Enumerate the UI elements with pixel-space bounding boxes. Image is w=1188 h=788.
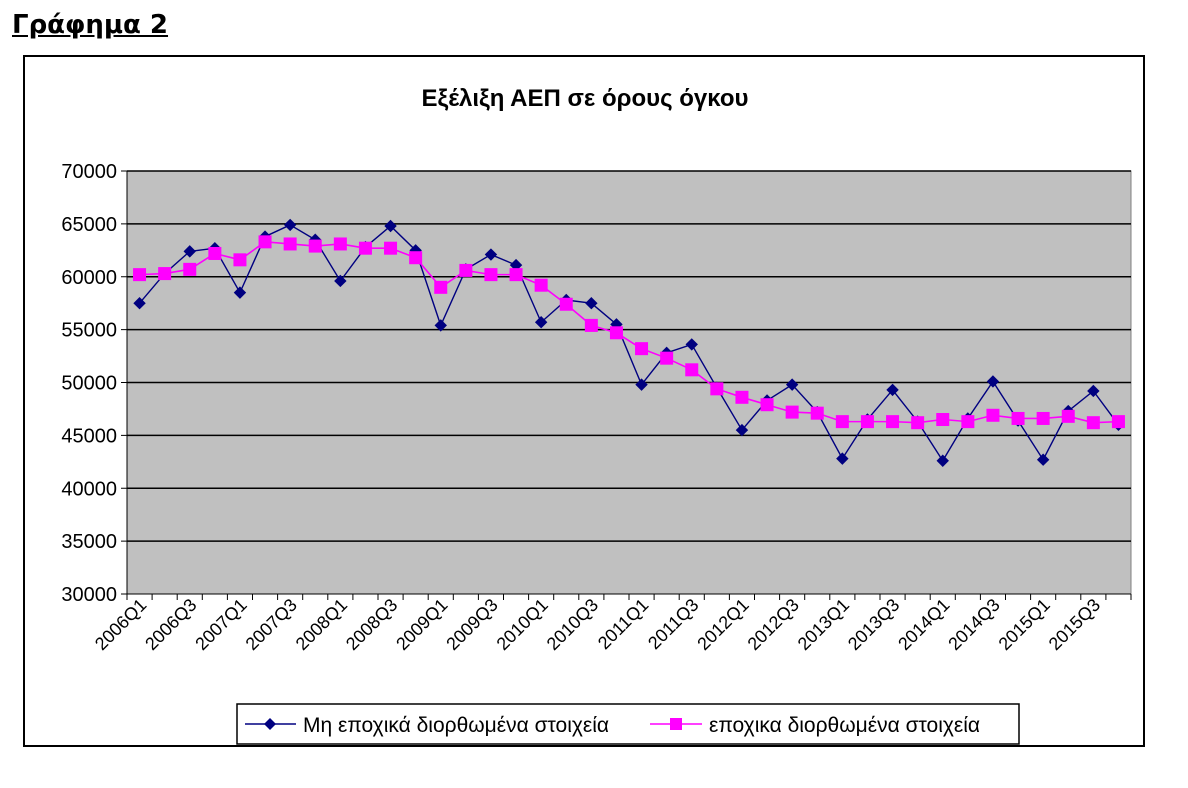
x-tick-label-2009Q3: 2009Q3 — [442, 595, 501, 654]
x-tick-label-2012Q3: 2012Q3 — [744, 595, 803, 654]
y-tick-label-40000: 40000 — [61, 478, 117, 500]
legend-box — [236, 703, 1020, 745]
y-tick-label-35000: 35000 — [61, 531, 117, 553]
x-tick-label-2010Q1: 2010Q1 — [493, 595, 552, 654]
series2-point-2006Q1 — [133, 268, 147, 282]
y-tick-label-70000: 70000 — [61, 161, 117, 183]
series1-point-2009Q3 — [484, 248, 498, 261]
series1-point-2013Q3 — [886, 383, 899, 397]
series1-point-2012Q1 — [735, 423, 749, 437]
x-tick-label-2013Q3: 2013Q3 — [844, 595, 903, 654]
series2-point-2008Q1 — [333, 237, 347, 251]
series1-point-2015Q3 — [1087, 384, 1100, 398]
series1-point-2007Q3 — [283, 218, 297, 232]
series2-point-2009Q3 — [484, 268, 498, 282]
series2-point-2008Q2 — [358, 241, 372, 255]
x-tick-label-2014Q1: 2014Q1 — [894, 595, 953, 654]
series2-point-2012Q1 — [735, 390, 749, 404]
x-tick-label-2011Q1: 2011Q1 — [594, 595, 652, 653]
series1-point-2006Q1 — [133, 296, 146, 310]
series2-point-2006Q2 — [158, 267, 172, 281]
series2-point-2006Q3 — [183, 262, 197, 276]
series2-point-2014Q3 — [986, 408, 1000, 422]
series2-point-2010Q4 — [609, 326, 623, 340]
series2-point-2007Q4 — [308, 239, 322, 253]
series2-point-2010Q2 — [559, 297, 573, 311]
series1-point-2012Q3 — [785, 378, 799, 391]
y-tick-label-50000: 50000 — [61, 373, 117, 395]
series2-point-2012Q4 — [810, 406, 824, 420]
series-line-2 — [139, 241, 1119, 424]
x-tick-label-2015Q1: 2015Q1 — [995, 595, 1054, 654]
y-tick-label-45000: 45000 — [61, 425, 117, 447]
series2-point-2015Q2 — [1061, 409, 1075, 423]
series2-point-2007Q1 — [233, 253, 247, 267]
series1-point-2010Q3 — [585, 296, 598, 310]
y-tick-label-55000: 55000 — [61, 320, 117, 342]
series2-point-2015Q1 — [1036, 411, 1050, 425]
x-tick-label-2008Q1: 2008Q1 — [292, 595, 351, 654]
series2-point-2011Q3 — [685, 363, 699, 377]
x-tick-label-2006Q3: 2006Q3 — [141, 595, 200, 654]
legend-marker-2 — [670, 718, 682, 730]
x-tick-label-2015Q3: 2015Q3 — [1045, 595, 1104, 654]
series2-point-2011Q2 — [660, 351, 674, 365]
series2-point-2014Q2 — [961, 415, 975, 429]
x-tick-label-2008Q3: 2008Q3 — [342, 595, 401, 654]
page-heading: Γράφημα 2 — [12, 10, 169, 40]
x-tick-label-2007Q3: 2007Q3 — [242, 595, 301, 654]
series1-point-2015Q1 — [1036, 453, 1050, 466]
series2-point-2007Q2 — [258, 235, 272, 249]
series1-point-2006Q3 — [183, 245, 196, 258]
x-tick-label-2013Q1: 2013Q1 — [794, 595, 853, 654]
series1-point-2011Q3 — [685, 338, 698, 351]
series2-point-2008Q3 — [384, 241, 398, 255]
series2-point-2011Q1 — [635, 342, 649, 356]
series2-point-2009Q2 — [459, 263, 473, 277]
chart-title: Εξέλιξη ΑΕΠ σε όρους όγκου — [422, 85, 749, 112]
series1-point-2014Q1 — [936, 454, 949, 467]
series2-point-2013Q2 — [860, 415, 874, 429]
y-tick-label-30000: 30000 — [61, 584, 117, 606]
series1-point-2008Q3 — [384, 219, 397, 233]
series2-point-2009Q1 — [434, 280, 448, 294]
series1-point-2007Q1 — [233, 286, 247, 299]
series2-point-2008Q4 — [409, 251, 423, 265]
series2-point-2011Q4 — [710, 382, 724, 396]
series1-point-2013Q1 — [836, 452, 849, 465]
series2-point-2014Q4 — [1011, 411, 1025, 425]
series2-point-2015Q4 — [1111, 415, 1125, 429]
series2-point-2012Q2 — [760, 398, 774, 412]
series2-point-2010Q3 — [584, 318, 598, 332]
x-tick-label-2007Q1: 2007Q1 — [191, 595, 250, 654]
series2-point-2013Q3 — [886, 415, 900, 429]
legend-label-2: εποχικα διορθωμένα στοιχεία — [709, 714, 980, 737]
series2-point-2010Q1 — [534, 278, 548, 292]
series1-point-2009Q1 — [434, 319, 447, 332]
x-tick-label-2012Q1: 2012Q1 — [693, 595, 752, 654]
y-tick-label-65000: 65000 — [61, 214, 117, 236]
series-line-1 — [139, 224, 1120, 463]
series1-point-2010Q1 — [534, 316, 548, 329]
x-tick-label-2010Q3: 2010Q3 — [543, 595, 602, 654]
x-tick-label-2009Q1: 2009Q1 — [392, 595, 451, 654]
series2-point-2006Q4 — [208, 246, 222, 260]
series1-point-2008Q1 — [334, 274, 347, 288]
x-tick-label-2011Q3: 2011Q3 — [644, 595, 702, 653]
series2-point-2012Q3 — [785, 405, 799, 419]
series2-point-2009Q4 — [509, 268, 523, 282]
series1-point-2011Q1 — [635, 378, 648, 391]
y-tick-label-60000: 60000 — [61, 267, 117, 289]
series2-point-2007Q3 — [283, 237, 297, 251]
series2-point-2015Q3 — [1086, 416, 1100, 430]
legend-marker-1 — [264, 718, 276, 730]
x-tick-label-2014Q3: 2014Q3 — [944, 595, 1003, 654]
series2-point-2013Q4 — [911, 416, 925, 430]
series2-point-2013Q1 — [835, 415, 849, 429]
series2-point-2014Q1 — [936, 413, 950, 427]
series1-point-2014Q3 — [986, 375, 1000, 388]
legend-label-1: Μη εποχικά διορθωμένα στοιχεία — [303, 714, 609, 737]
